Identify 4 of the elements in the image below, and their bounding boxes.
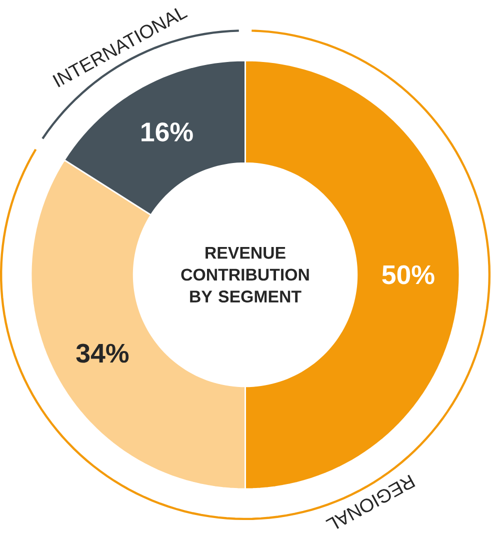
data-label: 50% (382, 265, 435, 284)
data-label: 16% (142, 122, 194, 142)
data-label: 34% (76, 344, 129, 363)
text: REVENUE CONTRIBUTION BY SEGMENT (181, 247, 310, 303)
